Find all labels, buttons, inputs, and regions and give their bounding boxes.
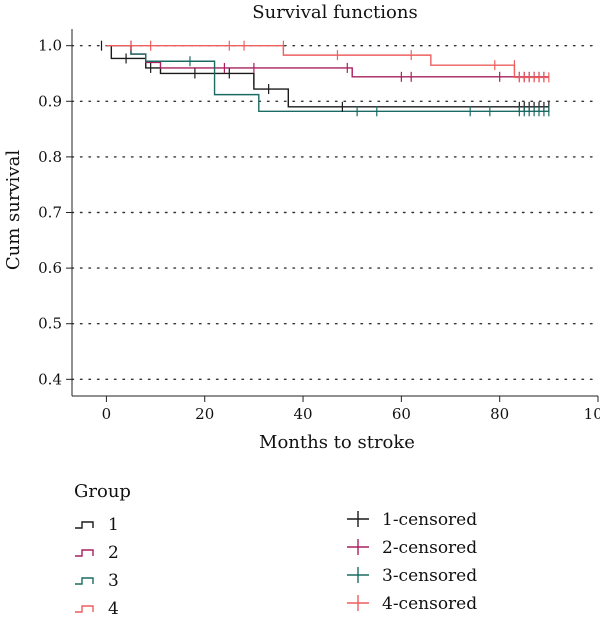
y-tick-label-0: 0.4 xyxy=(38,370,62,388)
censor-marks xyxy=(100,40,550,117)
legend-censored-label-2: 2-censored xyxy=(382,538,477,558)
legend-group-1: 1 xyxy=(75,515,119,535)
x-axis-ticks: 0 20 40 60 80 100 xyxy=(102,396,600,423)
x-tick-label-1: 20 xyxy=(195,405,214,423)
legend-step-glyph-1 xyxy=(75,521,94,529)
x-tick-label-5: 100 xyxy=(584,405,600,423)
legend-censored-4: 4-censored xyxy=(347,594,477,614)
legend-censored-3: 3-censored xyxy=(347,566,477,586)
legend-group-2: 2 xyxy=(75,543,119,563)
legend-groups: 1 2 3 4 xyxy=(75,515,119,618)
legend-step-glyph-3 xyxy=(75,577,94,585)
legend-step-glyph-4 xyxy=(75,605,94,613)
y-tick-label-2: 0.6 xyxy=(38,259,62,277)
x-tick-label-4: 80 xyxy=(490,405,509,423)
legend-group-label-4: 4 xyxy=(108,599,119,618)
legend-group-label-3: 3 xyxy=(108,571,119,591)
legend-group-label-2: 2 xyxy=(108,543,119,563)
legend-group-label-1: 1 xyxy=(108,515,119,535)
legend-group-4: 4 xyxy=(75,599,119,618)
legend-censored-1: 1-censored xyxy=(347,510,477,530)
legend-title: Group xyxy=(74,481,131,502)
y-axis-ticks: 0.4 0.5 0.6 0.7 0.8 0.9 1.0 xyxy=(38,37,72,388)
y-tick-label-4: 0.8 xyxy=(38,148,62,166)
legend-censored: 1-censored 2-censored 3-censored 4-censored xyxy=(347,510,477,614)
legend-step-glyph-2 xyxy=(75,549,94,557)
y-axis-label: Cum survival xyxy=(3,150,24,270)
legend-censored-label-1: 1-censored xyxy=(382,510,477,530)
legend-group-3: 3 xyxy=(75,571,119,591)
grid-lines xyxy=(71,44,599,381)
y-tick-label-5: 0.9 xyxy=(38,92,62,110)
legend-censored-label-4: 4-censored xyxy=(382,594,477,614)
x-axis-label: Months to stroke xyxy=(259,432,415,453)
y-tick-label-3: 0.7 xyxy=(38,204,62,222)
legend-censored-2: 2-censored xyxy=(347,538,477,558)
y-tick-label-6: 1.0 xyxy=(38,37,62,55)
x-tick-label-2: 40 xyxy=(293,405,312,423)
series-1-line xyxy=(106,44,549,108)
x-tick-label-3: 60 xyxy=(392,405,411,423)
chart-title: Survival functions xyxy=(252,2,417,23)
legend-censored-label-3: 3-censored xyxy=(382,566,477,586)
y-tick-label-1: 0.5 xyxy=(38,315,62,333)
x-tick-label-0: 0 xyxy=(102,405,112,423)
